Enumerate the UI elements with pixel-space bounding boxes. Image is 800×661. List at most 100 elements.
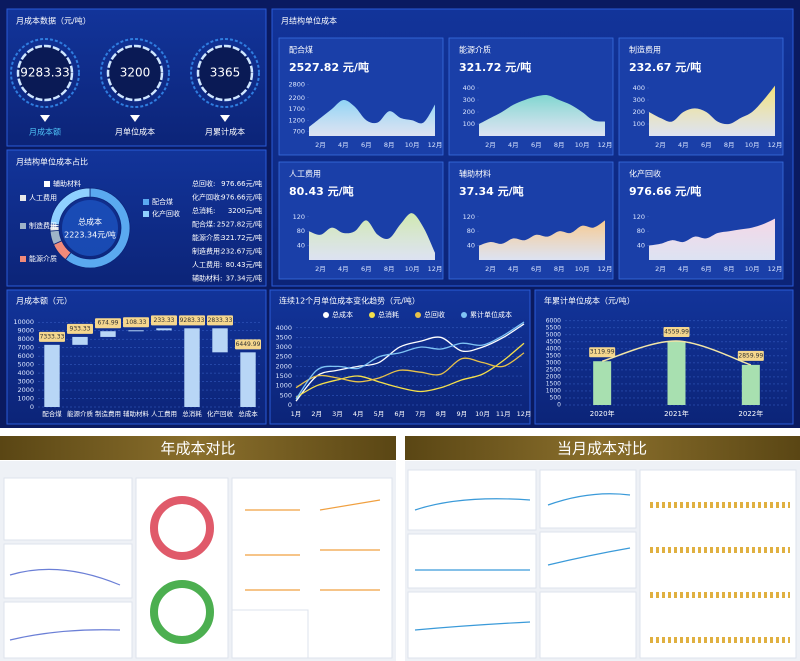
y-tick-label: 1000	[17, 395, 34, 403]
y-tick-label: 4000	[17, 369, 34, 377]
x-tick-label: 配合煤	[42, 409, 62, 418]
legend-swatch	[20, 223, 26, 229]
summary-label: 制造费用:	[192, 247, 222, 256]
x-tick-label: 10月	[575, 265, 590, 273]
y-tick-label: 120	[463, 213, 475, 221]
bar	[72, 336, 88, 345]
y-tick-label: 1000	[546, 387, 561, 394]
y-tick-label: 0	[557, 402, 561, 409]
x-tick-label: 2月	[315, 141, 326, 149]
y-tick-label: 7000	[17, 344, 34, 352]
value-label-bg	[95, 318, 121, 329]
summary-value: 37.34元/吨	[226, 274, 262, 283]
bar	[184, 328, 200, 407]
value-label-bg	[151, 315, 177, 326]
value-label-bg	[663, 327, 690, 338]
area	[649, 218, 775, 260]
x-tick-label: 9月	[456, 410, 467, 418]
x-tick-label: 7月	[415, 410, 426, 418]
y-tick-label: 4000	[546, 345, 561, 352]
x-tick-label: 8月	[436, 410, 447, 418]
card-value: 976.66 元/吨	[629, 184, 701, 198]
x-tick-label: 2020年	[590, 409, 615, 418]
x-tick-label: 10月	[575, 141, 590, 149]
x-tick-label: 8月	[384, 265, 395, 273]
card-title: 制造费用	[629, 45, 661, 55]
y-tick-label: 5500	[546, 324, 561, 331]
legend-swatch	[143, 211, 149, 217]
value-label: 2859.99	[738, 352, 763, 359]
gauge-label: 月成本额	[29, 127, 61, 137]
y-tick-label: 2000	[546, 373, 561, 380]
legend-swatch	[44, 181, 50, 187]
pie-center-value: 2223.34元/吨	[64, 230, 116, 240]
x-tick-label: 8月	[554, 141, 565, 149]
y-tick-label: 2200	[288, 94, 305, 102]
legend-swatch	[143, 199, 149, 205]
card-title: 辅助材料	[459, 169, 491, 179]
x-tick-label: 8月	[724, 265, 735, 273]
y-tick-label: 5000	[17, 361, 34, 369]
x-tick-label: 2021年	[664, 409, 689, 418]
card-title: 能源介质	[459, 45, 491, 55]
y-tick-label: 300	[463, 96, 475, 104]
value-label-bg	[179, 315, 205, 326]
summary-label: 人工费用:	[192, 260, 222, 269]
x-tick-label: 3月	[332, 410, 343, 418]
card-value: 321.72 元/吨	[459, 60, 531, 74]
y-tick-label: 4500	[546, 338, 561, 345]
y-tick-label: 200	[463, 108, 475, 116]
panel	[6, 149, 267, 287]
gauge-value: 3200	[120, 66, 151, 80]
x-tick-label: 10月	[405, 265, 420, 273]
x-tick-label: 人工费用	[151, 409, 177, 418]
x-tick-label: 4月	[508, 141, 519, 149]
y-tick-label: 700	[293, 128, 305, 136]
value-label: 2833.33	[208, 317, 233, 324]
x-tick-label: 4月	[678, 141, 689, 149]
panel-title: 月结构单位成本	[281, 16, 337, 26]
summary-label: 化产回收:	[192, 193, 222, 202]
x-tick-label: 2月	[655, 141, 666, 149]
x-tick-label: 12月	[598, 265, 613, 273]
panel-title: 连续12个月单位成本变化趋势（元/吨）	[279, 296, 420, 306]
value-label-bg	[235, 339, 261, 350]
value-label-bg	[737, 350, 764, 361]
line	[601, 340, 752, 366]
x-tick-label: 6月	[361, 265, 372, 273]
thumbnail-lines	[9, 493, 790, 644]
gauge-pointer	[40, 115, 50, 122]
x-tick-label: 2月	[311, 410, 322, 418]
card-value: 2527.82 元/吨	[289, 60, 369, 74]
thumbnail-cards	[3, 469, 797, 659]
section-title: 年成本对比	[160, 440, 235, 458]
value-label: 6449.99	[236, 341, 261, 348]
summary-value: 321.72元/吨	[221, 233, 262, 242]
line	[295, 352, 525, 389]
summary-value: 232.67元/吨	[221, 247, 262, 256]
x-tick-label: 2月	[315, 265, 326, 273]
value-label: 9283.33	[180, 317, 205, 324]
x-tick-label: 12月	[428, 265, 443, 273]
x-tick-label: 10月	[475, 410, 490, 418]
y-tick-label: 2000	[17, 386, 34, 394]
y-tick-label: 120	[633, 213, 645, 221]
y-tick-label: 400	[633, 84, 645, 92]
y-tick-label: 0	[30, 403, 34, 411]
x-tick-label: 1月	[291, 410, 302, 418]
line	[295, 342, 525, 398]
x-tick-label: 12月	[428, 141, 443, 149]
value-label: 233.33	[154, 317, 175, 324]
gauge-pointer	[130, 115, 140, 122]
bar	[100, 331, 116, 337]
y-tick-label: 0	[288, 401, 292, 409]
panel	[269, 289, 531, 425]
value-label: 7333.33	[40, 333, 65, 340]
x-tick-label: 11月	[496, 410, 511, 418]
area	[479, 220, 605, 260]
gauge-value: 3365	[210, 66, 241, 80]
pie-center-title: 总成本	[78, 217, 102, 227]
bar	[593, 361, 612, 405]
legend-label: 人工费用	[29, 193, 57, 202]
